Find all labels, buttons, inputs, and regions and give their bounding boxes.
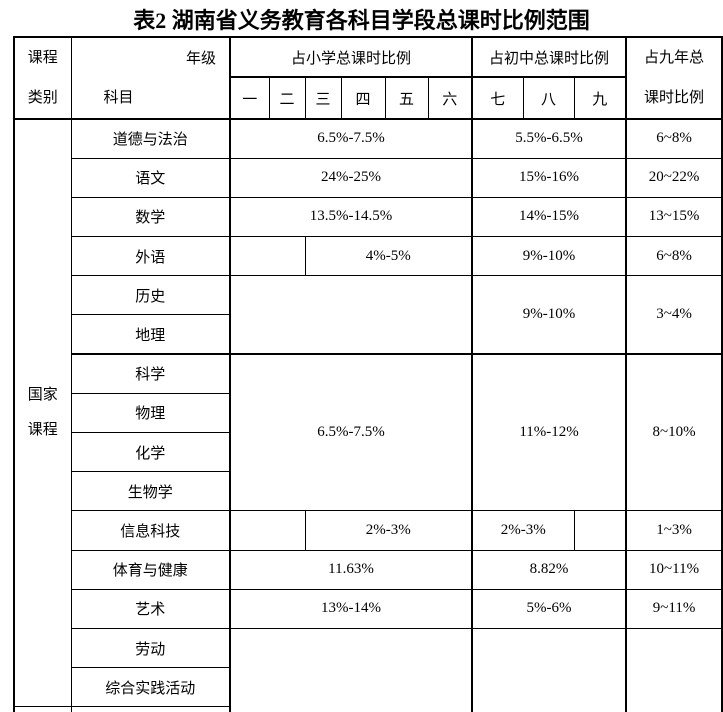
table-row-pe: 体育与健康 11.63% 8.82% 10~11% [14, 549, 723, 590]
header-row-2: 一 二 三 四 五 六 七 八 九 [14, 76, 722, 120]
subject-cell-science: 科学 [70, 353, 231, 394]
table-row-art: 艺术 13%-14% 5%-6% 9~11% [14, 588, 723, 629]
table-row-moral: 国家 课程 道德与法治 6.5%-7.5% 5.5%-6.5% 6~8% [13, 118, 723, 708]
value-primary-foreign-g3-6: 4%-5% [304, 236, 474, 277]
subject-cell-geography: 地理 [70, 314, 231, 355]
header-cell-grade-4: 四 [340, 76, 386, 120]
category-line1: 国家 [27, 387, 58, 404]
table-row-biology: 生物学 [14, 471, 722, 512]
table-row-science: 科学 6.5%-7.5% 11%-12% 8~10% [14, 353, 723, 512]
header-cell-grade-1: 一 [229, 76, 270, 120]
table-row-history: 历史 9%-10% 3~4% [14, 275, 723, 355]
table-row-labor: 劳动 [14, 627, 723, 712]
value-primary-pe: 11.63% [229, 549, 474, 590]
subject-cell-practice: 综合实践活动 [70, 667, 231, 708]
table-row-chemistry: 化学 [14, 431, 722, 473]
header-cell-grade-6: 六 [427, 76, 474, 120]
grade-axis-label: 年级 [185, 51, 216, 67]
subject-cell-moral: 道德与法治 [70, 118, 231, 159]
value-junior-pe: 8.82% [471, 549, 628, 590]
header-cell-grade-subject: 年级 科目 [70, 36, 231, 120]
value-junior-chinese: 15%-16% [471, 157, 628, 198]
value-primary-science-block: 6.5%-7.5% [229, 353, 474, 512]
header-cell-junior-group: 占初中总课时比例 [471, 36, 628, 79]
value-primary-moral: 6.5%-7.5% [229, 118, 474, 159]
header-cell-grade-3: 三 [304, 76, 342, 120]
value-nine-year-info-tech: 1~3% [625, 510, 723, 551]
partial-cell-subject [70, 706, 231, 712]
subject-cell-foreign: 外语 [70, 236, 231, 277]
value-nine-year-art: 9~11% [625, 588, 723, 629]
value-nine-year-pe: 10~11% [625, 549, 723, 590]
empty-cell-primary-labor-block [229, 627, 474, 712]
header-row-1: 课程 类别 年级 科目 占小学总课时比例 占初中总课时比例 占九年总 课时比例 [13, 36, 723, 120]
header-cell-grade-8: 八 [522, 76, 575, 120]
header-category-line1: 课程 [27, 50, 58, 66]
header-cell-nine-year: 占九年总 课时比例 [625, 36, 723, 120]
empty-cell-nine-year-labor-block [625, 627, 723, 712]
value-nine-year-hist-geo: 3~4% [625, 275, 723, 355]
value-nine-year-math: 13~15% [625, 196, 723, 238]
value-nine-year-chinese: 20~22% [625, 157, 723, 198]
partial-cell-category [13, 706, 72, 712]
value-junior-foreign: 9%-10% [471, 236, 628, 277]
value-nine-year-foreign: 6~8% [625, 236, 723, 277]
subject-cell-labor: 劳动 [70, 627, 231, 669]
subject-cell-chemistry: 化学 [70, 431, 231, 473]
empty-cell-info-tech-g1-2 [229, 510, 306, 551]
subject-cell-info-tech: 信息科技 [70, 510, 231, 551]
empty-cell-primary-hist-geo [229, 275, 474, 355]
header-nine-year-line2: 课时比例 [644, 90, 705, 106]
value-primary-math: 13.5%-14.5% [229, 196, 474, 238]
subject-cell-biology: 生物学 [70, 471, 231, 512]
header-cell-primary-group: 占小学总课时比例 [229, 36, 474, 79]
subject-cell-history: 历史 [70, 275, 231, 316]
header-nine-year-line1: 占九年总 [644, 50, 705, 66]
header-cell-category: 课程 类别 [13, 36, 72, 120]
value-primary-chinese: 24%-25% [229, 157, 474, 198]
subject-cell-chinese: 语文 [70, 157, 231, 198]
value-junior-moral: 5.5%-6.5% [471, 118, 628, 159]
value-primary-art: 13%-14% [229, 588, 474, 629]
subject-cell-pe: 体育与健康 [70, 549, 231, 590]
header-cell-grade-2: 二 [268, 76, 306, 120]
table-row-practice: 综合实践活动 [14, 667, 722, 708]
header-category-line2: 类别 [27, 90, 58, 106]
table-row-partial [13, 706, 722, 712]
category-cell-national-curriculum: 国家 课程 [13, 118, 72, 708]
category-line2: 课程 [27, 422, 58, 439]
subject-cell-physics: 物理 [70, 392, 231, 434]
table-row-physics: 物理 [14, 392, 722, 434]
table-row-math: 数学 13.5%-14.5% 14%-15% 13~15% [14, 196, 723, 238]
value-junior-science-block: 11%-12% [471, 353, 628, 512]
header-cell-grade-9: 九 [573, 76, 628, 120]
table-title: 表2 湖南省义务教育各科目学段总课时比例范围 [133, 8, 590, 33]
table-row-geography: 地理 [14, 314, 722, 355]
subject-cell-math: 数学 [70, 196, 231, 238]
header-cell-grade-5: 五 [384, 76, 429, 120]
header-cell-grade-7: 七 [471, 76, 524, 120]
table-row-chinese: 语文 24%-25% 15%-16% 20~22% [14, 157, 723, 198]
table-row-foreign: 外语 4%-5% 9%-10% 6~8% [14, 236, 723, 277]
table-row-info-tech: 信息科技 2%-3% 2%-3% 1~3% [14, 510, 723, 551]
empty-cell-junior-labor-block [471, 627, 628, 712]
empty-cell-foreign-g1-2 [229, 236, 306, 277]
value-nine-year-moral: 6~8% [625, 118, 723, 159]
value-primary-info-tech-g3-6: 2%-3% [304, 510, 474, 551]
value-junior-art: 5%-6% [471, 588, 628, 629]
value-junior-math: 14%-15% [471, 196, 628, 238]
subject-cell-art: 艺术 [70, 588, 231, 629]
value-junior-info-tech-g7-8: 2%-3% [471, 510, 575, 551]
empty-cell-info-tech-g9 [573, 510, 628, 551]
value-junior-hist-geo: 9%-10% [471, 275, 628, 355]
curriculum-proportion-table: 课程 类别 年级 科目 占小学总课时比例 占初中总课时比例 占九年总 课时比例 … [13, 36, 723, 712]
subject-axis-label: 科目 [103, 90, 134, 106]
value-nine-year-science-block: 8~10% [625, 353, 723, 512]
